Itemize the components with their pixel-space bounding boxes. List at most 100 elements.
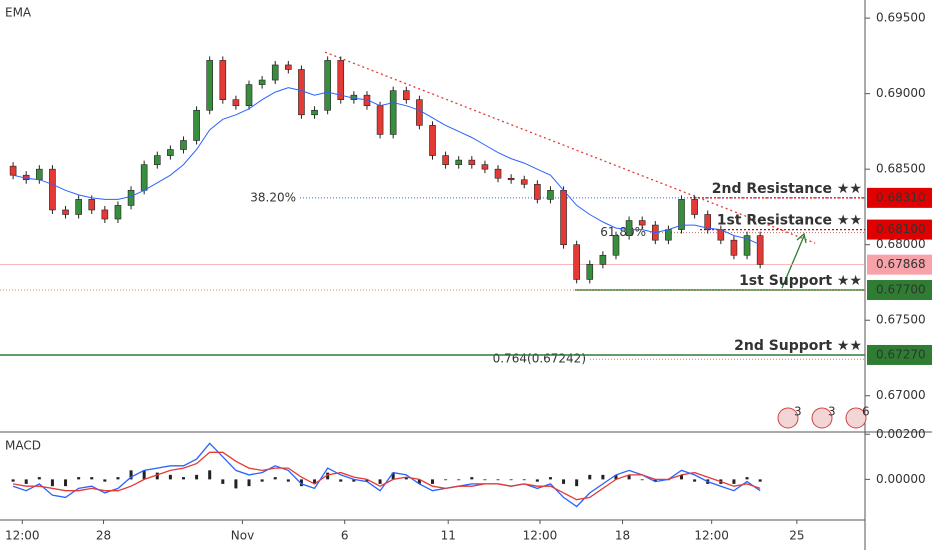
macd-histogram-bar: [365, 479, 369, 482]
macd-histogram-bar: [260, 479, 264, 482]
event-icon: [811, 407, 833, 429]
macd-histogram-bar: [273, 477, 277, 480]
candle: [36, 168, 43, 181]
level-name: 2nd Support ★★: [734, 338, 862, 354]
x-tick-label: Nov: [231, 529, 254, 543]
candle: [219, 60, 227, 100]
level-name: 1st Resistance ★★: [717, 213, 862, 229]
y-tick-label: 0.67500: [876, 313, 926, 327]
candle: [114, 205, 122, 220]
candle: [153, 155, 161, 165]
y-tick-label: 0.67000: [876, 388, 926, 402]
macd-histogram-bar: [693, 479, 697, 482]
candle: [429, 125, 436, 156]
macd-histogram-bar: [548, 477, 552, 480]
macd-histogram-bar: [37, 477, 41, 480]
y-tick-label: 0.69500: [876, 11, 926, 25]
fib-label: 61.80%: [600, 225, 646, 239]
macd-histogram-bar: [129, 470, 133, 480]
price-box: [867, 187, 932, 208]
candle: [62, 209, 69, 215]
macd-histogram-bar: [339, 479, 343, 482]
candle: [416, 99, 423, 126]
macd-histogram-bar: [522, 479, 526, 481]
candle: [193, 109, 200, 141]
candle: [311, 109, 318, 116]
candle: [547, 190, 554, 200]
candle: [232, 99, 240, 107]
price-box-label: 0.68100: [876, 222, 926, 236]
price-box-label: 0.68310: [876, 190, 926, 204]
y-tick-label: 0.68500: [876, 162, 926, 176]
candle: [560, 190, 567, 245]
macd-histogram-bar: [208, 470, 212, 480]
candle: [337, 60, 345, 100]
macd-histogram-bar: [168, 474, 172, 480]
macd-histogram-bar: [758, 479, 762, 482]
price-box-label: 0.67270: [876, 347, 926, 361]
macd-histogram-bar: [588, 474, 592, 480]
macd-histogram-bar: [247, 479, 251, 487]
macd-histogram-bar: [155, 472, 159, 480]
macd-histogram-bar: [195, 474, 199, 480]
macd-histogram-bar: [535, 479, 539, 482]
macd-histogram-bar: [90, 477, 94, 480]
candle: [324, 60, 331, 111]
candle: [507, 177, 515, 181]
y-tick-label: 0.69000: [876, 86, 926, 100]
candle: [625, 220, 633, 236]
macd-histogram-bar: [181, 477, 185, 480]
candle: [389, 90, 397, 135]
price-box: [867, 344, 932, 365]
macd-histogram-bar: [640, 479, 644, 481]
macd-histogram-bar: [627, 474, 631, 480]
macd-label: MACD: [5, 439, 41, 453]
macd-histogram-bar: [116, 477, 120, 480]
x-tick-label: 11: [441, 529, 456, 543]
macd-histogram-bar: [431, 479, 434, 484]
fib-label: 0.764(0.67242): [493, 352, 586, 366]
macd-histogram-bar: [457, 479, 461, 481]
candle: [140, 164, 148, 191]
ema-line: [12, 87, 761, 246]
macd-histogram-bar: [11, 479, 15, 482]
candle: [534, 183, 541, 200]
candle: [520, 179, 528, 185]
macd-histogram-bar: [313, 479, 317, 484]
macd-histogram-bar: [24, 479, 28, 484]
candle: [573, 244, 580, 280]
macd-histogram-bar: [103, 479, 107, 482]
macd-histogram-bar: [299, 479, 303, 487]
candle: [49, 168, 56, 211]
price-box: [867, 280, 932, 301]
macd-histogram-bar: [234, 479, 238, 489]
candle: [743, 235, 751, 256]
event-count: 3: [828, 405, 836, 419]
price-box: [867, 219, 932, 240]
event-count: 3: [794, 405, 802, 419]
candle: [180, 140, 187, 150]
x-tick-label: 12:00: [5, 529, 40, 543]
level-name: 2nd Resistance ★★: [712, 181, 862, 197]
candle: [494, 168, 502, 179]
macd-line: [12, 442, 761, 508]
candle: [717, 229, 725, 241]
candle: [455, 159, 463, 165]
macd-histogram-bar: [444, 479, 448, 481]
candle: [665, 229, 672, 241]
macd-histogram-bar: [417, 479, 421, 484]
candle: [481, 164, 489, 170]
x-tick-label: 18: [615, 529, 630, 543]
candle: [612, 235, 620, 256]
ema-label: EMA: [5, 6, 32, 20]
candle: [9, 165, 17, 176]
candle: [271, 64, 279, 81]
candle: [285, 64, 292, 70]
candle: [638, 220, 646, 226]
price-box-label: 0.67700: [876, 283, 926, 297]
candle: [704, 214, 712, 230]
fib-label: 38.20%: [250, 190, 296, 204]
macd-histogram-bar: [286, 479, 290, 482]
